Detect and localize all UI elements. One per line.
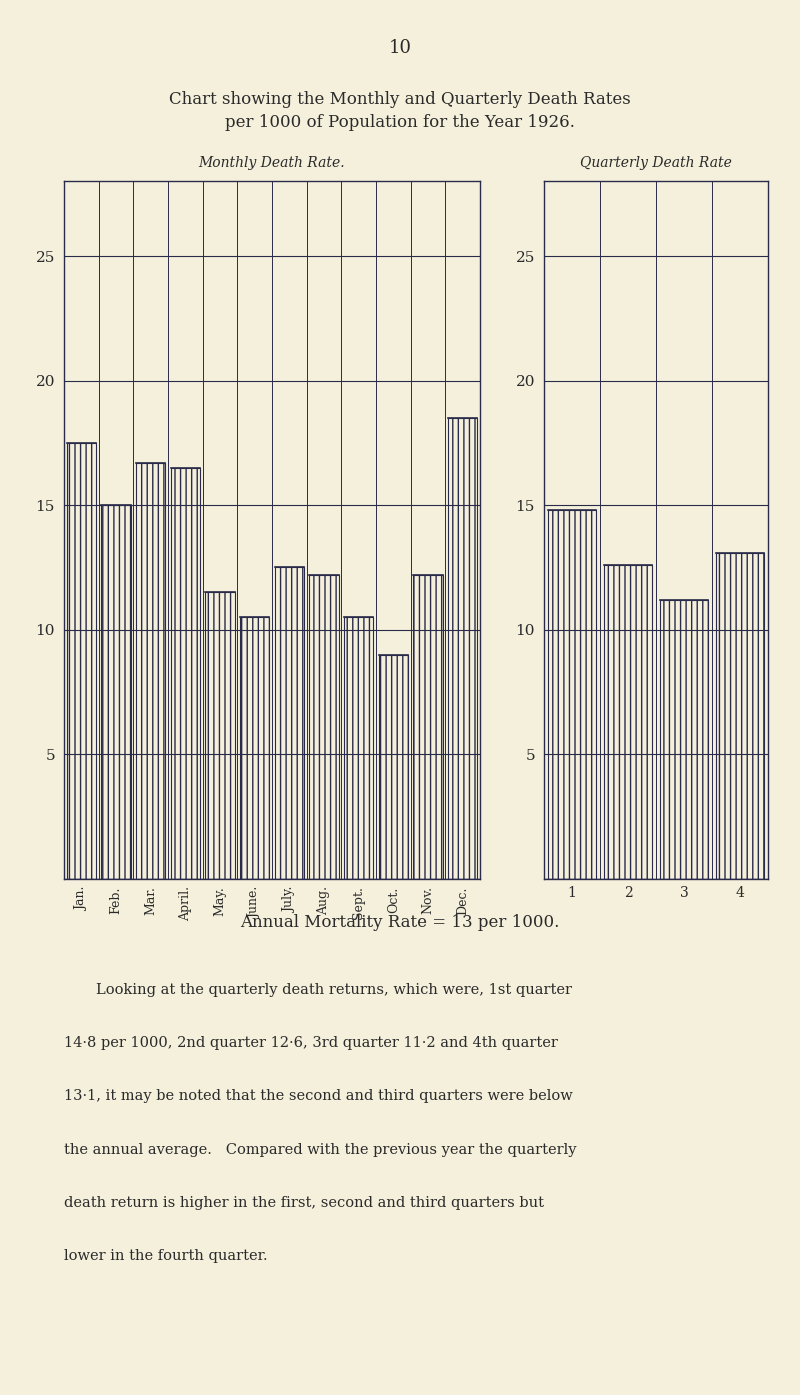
Text: lower in the fourth quarter.: lower in the fourth quarter. bbox=[64, 1249, 268, 1262]
Bar bbox=[414, 575, 442, 879]
Bar bbox=[66, 442, 96, 879]
Text: Monthly Death Rate.: Monthly Death Rate. bbox=[198, 156, 346, 170]
Bar bbox=[448, 418, 478, 879]
Bar bbox=[206, 593, 234, 879]
Text: the annual average.   Compared with the previous year the quarterly: the annual average. Compared with the pr… bbox=[64, 1143, 577, 1156]
Bar bbox=[274, 568, 304, 879]
Bar bbox=[240, 617, 270, 879]
Text: Quarterly Death Rate: Quarterly Death Rate bbox=[580, 156, 732, 170]
Text: Chart showing the Monthly and Quarterly Death Rates: Chart showing the Monthly and Quarterly … bbox=[169, 91, 631, 107]
Bar bbox=[604, 565, 652, 879]
Bar bbox=[170, 467, 200, 879]
Text: per 1000 of Population for the Year 1926.: per 1000 of Population for the Year 1926… bbox=[225, 114, 575, 131]
Bar bbox=[136, 463, 166, 879]
Text: 10: 10 bbox=[389, 39, 411, 57]
Bar bbox=[310, 575, 338, 879]
Bar bbox=[102, 505, 130, 879]
Text: 14·8 per 1000, 2nd quarter 12·6, 3rd quarter 11·2 and 4th quarter: 14·8 per 1000, 2nd quarter 12·6, 3rd qua… bbox=[64, 1036, 558, 1050]
Text: death return is higher in the first, second and third quarters but: death return is higher in the first, sec… bbox=[64, 1196, 544, 1209]
Bar bbox=[716, 552, 764, 879]
Bar bbox=[660, 600, 708, 879]
Bar bbox=[344, 617, 374, 879]
Bar bbox=[378, 654, 408, 879]
Text: Looking at the quarterly death returns, which were, 1st quarter: Looking at the quarterly death returns, … bbox=[96, 983, 572, 997]
Bar bbox=[548, 511, 596, 879]
Text: Annual Mortality Rate = 13 per 1000.: Annual Mortality Rate = 13 per 1000. bbox=[240, 914, 560, 930]
Text: 13·1, it may be noted that the second and third quarters were below: 13·1, it may be noted that the second an… bbox=[64, 1089, 573, 1103]
